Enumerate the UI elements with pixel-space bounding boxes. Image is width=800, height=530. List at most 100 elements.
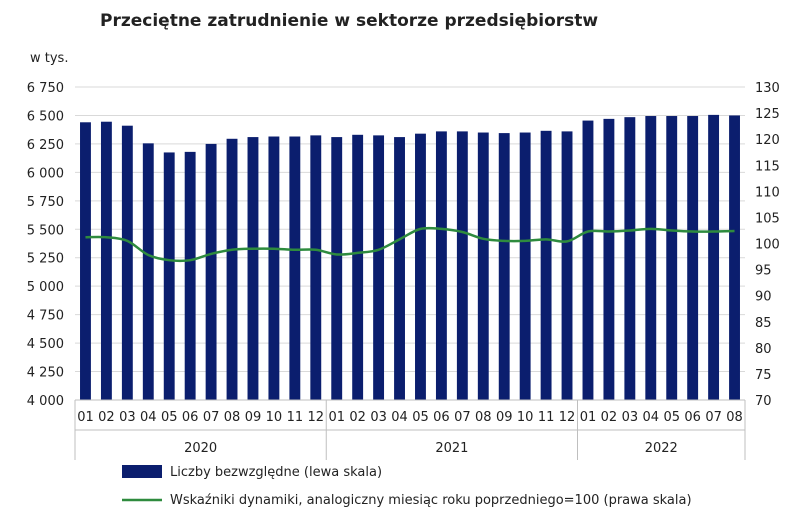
bar — [226, 138, 238, 400]
bar — [80, 122, 91, 401]
bar — [708, 114, 720, 401]
right-tick-label: 85 — [755, 316, 772, 331]
left-tick-label: 5 000 — [27, 280, 64, 295]
x-tick-label: 07 — [705, 410, 722, 425]
x-tick-label: 08 — [475, 410, 492, 425]
x-tick-label: 06 — [684, 410, 701, 425]
x-tick-label: 06 — [433, 410, 450, 425]
year-label: 2022 — [645, 441, 678, 456]
left-tick-label: 5 250 — [27, 252, 64, 267]
bar — [100, 121, 112, 401]
x-tick-label: 06 — [182, 410, 199, 425]
right-tick-label: 80 — [755, 342, 772, 357]
bar — [268, 136, 280, 400]
right-tick-label: 70 — [755, 394, 772, 409]
right-axis-ticks: 70 75 80 85 90 95 100 105 110 115 120 125 130 — [755, 81, 780, 409]
bar — [163, 152, 175, 400]
left-axis-ticks: 4 000 4 250 4 500 4 750 5 000 5 250 5 500 5 750… — [27, 81, 64, 409]
x-tick-label: 10 — [517, 410, 534, 425]
left-tick-label: 4 250 — [27, 366, 64, 381]
x-tick-label: 02 — [349, 410, 366, 425]
right-tick-label: 100 — [755, 238, 780, 253]
x-tick-label: 03 — [622, 410, 639, 425]
bar — [645, 116, 657, 401]
bar — [666, 116, 678, 401]
x-tick-label: 05 — [412, 410, 429, 425]
right-tick-label: 125 — [755, 107, 780, 122]
bar — [624, 117, 636, 401]
bar — [729, 115, 740, 401]
x-tick-label: 05 — [161, 410, 178, 425]
right-tick-label: 115 — [755, 159, 780, 174]
left-tick-label: 6 750 — [27, 81, 64, 96]
bar — [289, 136, 301, 400]
line-series — [85, 226, 735, 263]
x-axis-ticks: 01 02 03 04 05 06 07 08 09 10 11 12 01 02 03 04 05 06 07 08… — [77, 410, 743, 425]
bar — [603, 118, 615, 401]
bar — [184, 151, 196, 400]
x-tick-label: 03 — [370, 410, 387, 425]
bar — [561, 131, 573, 400]
x-tick-label: 07 — [454, 410, 471, 425]
bar — [456, 131, 468, 400]
left-tick-label: 5 750 — [27, 195, 64, 210]
bar — [394, 137, 405, 400]
x-tick-label: 07 — [203, 410, 220, 425]
legend-line-label: Wskaźniki dynamiki, analogiczny miesiąc … — [170, 493, 692, 508]
right-tick-label: 95 — [755, 264, 772, 279]
left-tick-label: 5 500 — [27, 223, 64, 238]
left-tick-label: 6 250 — [27, 138, 64, 153]
legend: Liczby bezwzględne (lewa skala) Wskaźnik… — [122, 465, 692, 508]
bar — [477, 132, 489, 400]
left-tick-label: 4 000 — [27, 394, 64, 409]
legend-bar-swatch — [122, 465, 162, 478]
x-tick-label: 12 — [308, 410, 325, 425]
right-tick-label: 110 — [755, 185, 780, 200]
bar — [435, 131, 447, 400]
x-tick-label: 02 — [98, 410, 115, 425]
x-tick-label: 04 — [140, 410, 157, 425]
right-tick-label: 90 — [755, 290, 772, 305]
bar — [121, 125, 133, 400]
series-line — [85, 226, 735, 263]
x-tick-label: 12 — [559, 410, 576, 425]
chart-title: Przeciętne zatrudnienie w sektorze przed… — [100, 11, 598, 31]
legend-bar-label: Liczby bezwzględne (lewa skala) — [170, 465, 382, 480]
x-tick-label: 02 — [601, 410, 618, 425]
bar — [519, 132, 531, 400]
bar — [331, 137, 343, 400]
right-tick-label: 75 — [755, 368, 772, 383]
x-tick-label: 09 — [245, 410, 262, 425]
bar — [247, 137, 259, 400]
x-tick-label: 10 — [266, 410, 283, 425]
bar — [582, 120, 594, 401]
right-tick-label: 120 — [755, 133, 780, 148]
x-tick-label: 04 — [391, 410, 408, 425]
bar — [687, 116, 699, 401]
left-tick-label: 6 500 — [27, 109, 64, 124]
left-tick-label: 6 000 — [27, 166, 64, 181]
bar — [415, 133, 426, 400]
right-tick-label: 105 — [755, 211, 780, 226]
right-tick-label: 130 — [755, 81, 780, 96]
bar — [142, 143, 154, 400]
left-axis-unit: w tys. — [30, 51, 68, 66]
x-tick-label: 01 — [328, 410, 345, 425]
x-tick-label: 11 — [538, 410, 555, 425]
x-tick-label: 04 — [643, 410, 660, 425]
bar — [498, 133, 510, 400]
bar — [310, 135, 322, 400]
left-tick-label: 4 500 — [27, 337, 64, 352]
x-tick-label: 03 — [119, 410, 136, 425]
axes — [74, 399, 746, 460]
x-tick-label: 05 — [663, 410, 680, 425]
bar — [352, 134, 364, 400]
bar-series — [80, 114, 740, 401]
x-tick-label: 09 — [496, 410, 513, 425]
x-tick-label: 11 — [287, 410, 304, 425]
year-label: 2020 — [184, 441, 217, 456]
year-label: 2021 — [435, 441, 468, 456]
gridlines — [75, 86, 745, 401]
